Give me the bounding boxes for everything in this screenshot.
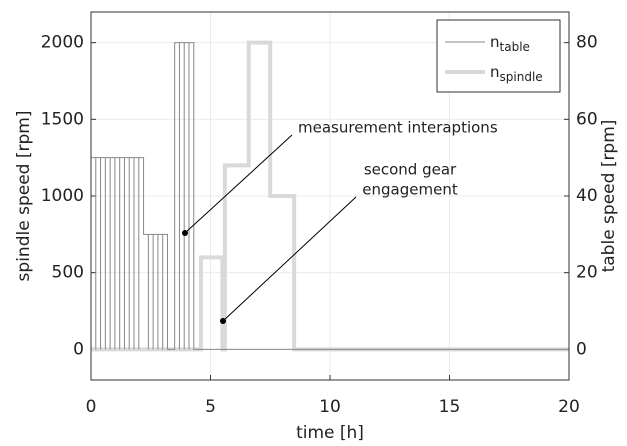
y-tick-label: 1000 bbox=[41, 186, 84, 206]
series-line bbox=[90, 42, 569, 350]
y-tick-label: 2000 bbox=[41, 33, 84, 53]
annotation-text: engagement bbox=[362, 181, 458, 199]
legend-name: n bbox=[490, 63, 500, 81]
y-tick-label: 0 bbox=[73, 339, 84, 359]
y2-tick-label: 0 bbox=[576, 339, 587, 359]
x-tick-label: 15 bbox=[439, 397, 461, 417]
annotation-line bbox=[222, 196, 357, 322]
y2-tick-label: 60 bbox=[576, 109, 598, 129]
legend-subscript: table bbox=[500, 40, 530, 54]
annotation-line bbox=[184, 134, 293, 234]
x-tick-label: 5 bbox=[205, 397, 216, 417]
annotation-text: second gear bbox=[364, 161, 457, 179]
legend-label: nspindle bbox=[490, 63, 543, 84]
x-axis-label: time [h] bbox=[296, 423, 364, 443]
y-axis-label: spindle speed [rpm] bbox=[14, 111, 34, 282]
y2-tick-label: 80 bbox=[576, 33, 598, 53]
x-tick-label: 0 bbox=[86, 397, 97, 417]
annotation-dot bbox=[182, 230, 188, 236]
legend-subscript: spindle bbox=[500, 70, 543, 84]
plot-frame bbox=[90, 11, 570, 381]
annotation-dot bbox=[220, 318, 226, 324]
series-line bbox=[91, 40, 569, 352]
legend-name: n bbox=[490, 33, 500, 51]
y2-tick-label: 20 bbox=[576, 263, 598, 283]
legend-box bbox=[436, 19, 561, 93]
annotation-text: measurement interaptions bbox=[298, 119, 498, 137]
y-tick-label: 1500 bbox=[41, 109, 84, 129]
legend-label: ntable bbox=[490, 33, 530, 54]
y2-tick-label: 40 bbox=[576, 186, 598, 206]
y-tick-label: 500 bbox=[52, 263, 84, 283]
x-tick-label: 10 bbox=[319, 397, 341, 417]
y2-axis-label: table speed [rpm] bbox=[599, 120, 619, 273]
x-tick-label: 20 bbox=[558, 397, 580, 417]
